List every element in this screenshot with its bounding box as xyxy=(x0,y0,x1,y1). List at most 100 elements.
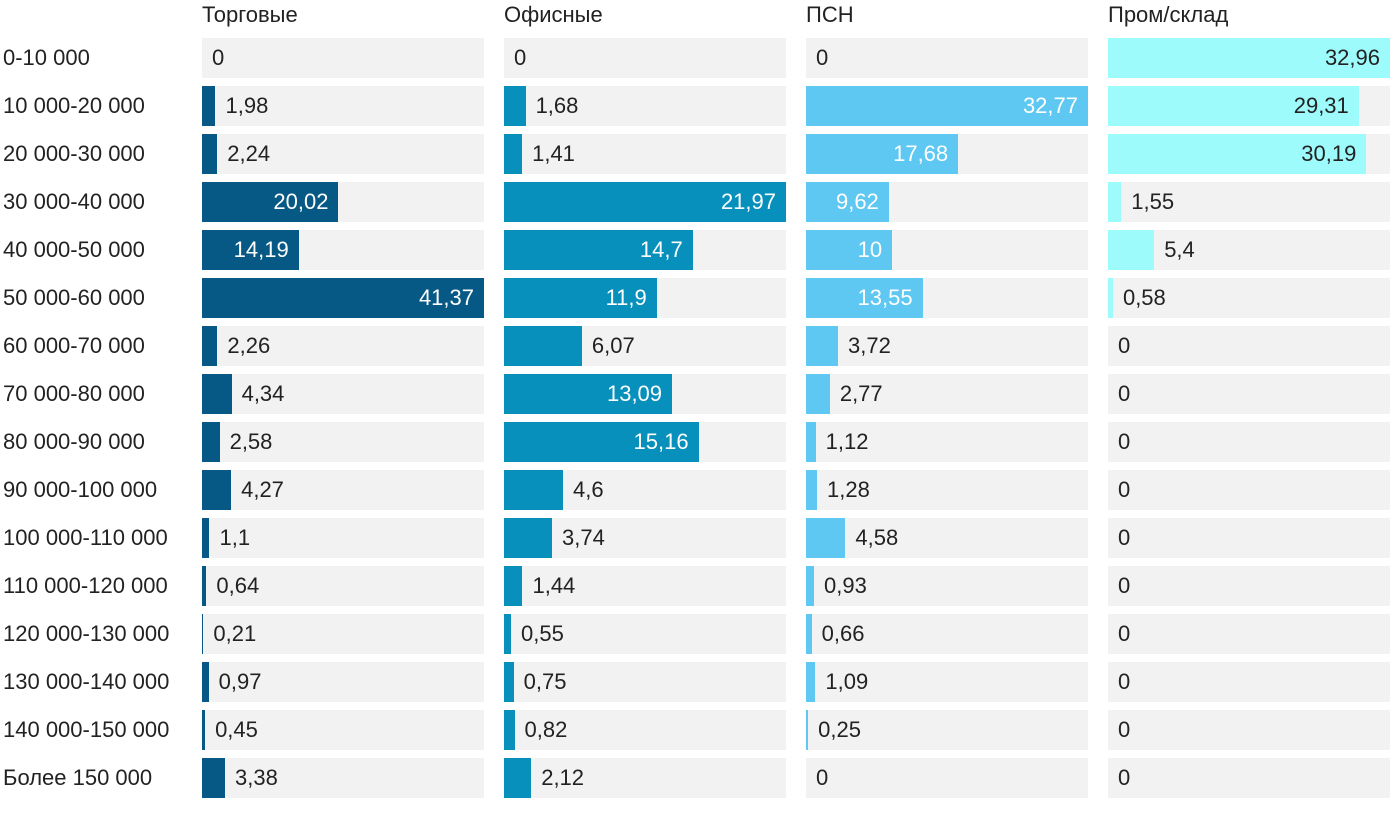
data-label: 0 xyxy=(1118,717,1131,742)
data-label: 0,25 xyxy=(818,717,861,742)
data-label: 3,74 xyxy=(562,525,605,550)
row-label: 50 000-60 000 xyxy=(3,285,145,310)
data-label: 32,96 xyxy=(1324,45,1380,70)
data-label: 6,07 xyxy=(591,333,635,358)
column-header: Офисные xyxy=(504,2,603,27)
data-label: 1,55 xyxy=(1131,189,1175,214)
data-label: 0,21 xyxy=(213,621,257,646)
data-label: 1,28 xyxy=(827,477,870,502)
data-label: 14,19 xyxy=(233,237,289,262)
data-label: 0 xyxy=(1118,573,1131,598)
bar xyxy=(202,710,206,750)
bar-track: 0 xyxy=(1108,614,1390,654)
data-label: 0,82 xyxy=(524,717,568,742)
bar-track: 15,16 xyxy=(504,422,786,462)
column-header: ПСН xyxy=(806,2,854,27)
bar xyxy=(202,134,218,174)
data-label: 2,24 xyxy=(227,141,271,166)
data-label: 0 xyxy=(1118,525,1131,550)
bar-track: 3,72 xyxy=(806,326,1088,366)
data-label: 0 xyxy=(1118,621,1131,646)
data-label: 0 xyxy=(816,765,829,790)
bar xyxy=(504,518,552,558)
row-label: 100 000-110 000 xyxy=(3,525,168,550)
bar-track: 2,58 xyxy=(202,422,484,462)
bar xyxy=(202,566,207,606)
data-label: 30,19 xyxy=(1301,141,1357,166)
bar-track: 0 xyxy=(806,38,1088,78)
bar-track: 11,9 xyxy=(504,278,786,318)
data-label: 4,27 xyxy=(241,477,284,502)
row-label: Более 150 000 xyxy=(3,765,153,790)
bar-track: 0,66 xyxy=(806,614,1088,654)
bar-track: 6,07 xyxy=(504,326,786,366)
data-label: 41,37 xyxy=(418,285,474,310)
row-label: 110 000-120 000 xyxy=(3,573,168,598)
bar xyxy=(504,470,564,510)
bar xyxy=(806,566,814,606)
data-label: 20,02 xyxy=(273,189,329,214)
data-label: 2,12 xyxy=(541,765,585,790)
data-label: 0 xyxy=(514,45,527,70)
data-label: 1,12 xyxy=(825,429,869,454)
bar xyxy=(806,518,846,558)
data-label: 0,97 xyxy=(218,669,262,694)
bar-track: 21,97 xyxy=(504,182,786,222)
bar-track: 0,64 xyxy=(202,566,484,606)
data-label: 0 xyxy=(816,45,829,70)
data-label: 10 xyxy=(857,237,883,262)
bar xyxy=(806,710,809,750)
data-label: 11,9 xyxy=(605,285,647,310)
bar xyxy=(202,614,204,654)
bar-track: 0,25 xyxy=(806,710,1088,750)
bar xyxy=(1108,38,1390,78)
data-label: 4,58 xyxy=(855,525,899,550)
bar xyxy=(1108,86,1359,126)
data-label: 4,34 xyxy=(241,381,285,406)
data-label: 0 xyxy=(1118,429,1131,454)
bar-track: 0,75 xyxy=(504,662,786,702)
bar-track: 0 xyxy=(1108,422,1390,462)
data-label: 2,58 xyxy=(229,429,273,454)
row-label: 80 000-90 000 xyxy=(3,429,145,454)
bar-track: 1,1 xyxy=(202,518,484,558)
bar xyxy=(1108,182,1122,222)
bar xyxy=(504,278,657,318)
data-label: 1,09 xyxy=(825,669,869,694)
bar-track: 3,74 xyxy=(504,518,786,558)
bar xyxy=(202,326,218,366)
bar xyxy=(806,326,838,366)
bar xyxy=(806,662,816,702)
bar xyxy=(806,422,816,462)
bar xyxy=(504,86,526,126)
data-label: 5,4 xyxy=(1164,237,1195,262)
bar xyxy=(504,710,515,750)
bar-track: 5,4 xyxy=(1108,230,1390,270)
bar xyxy=(202,278,484,318)
data-label: 9,62 xyxy=(835,189,879,214)
row-label: 40 000-50 000 xyxy=(3,237,145,262)
data-label: 0 xyxy=(1118,765,1131,790)
bar xyxy=(202,230,299,270)
bar xyxy=(202,662,209,702)
bar xyxy=(504,566,523,606)
bar-track: 14,19 xyxy=(202,230,484,270)
bar-track: 0,82 xyxy=(504,710,786,750)
bar xyxy=(504,662,514,702)
bar-track: 0 xyxy=(1108,566,1390,606)
bar-track: 3,38 xyxy=(202,758,484,798)
data-label: 0 xyxy=(212,45,225,70)
bar xyxy=(202,374,232,414)
bar-track: 1,12 xyxy=(806,422,1088,462)
bar xyxy=(202,470,232,510)
bar xyxy=(1108,134,1367,174)
bar-track: 1,41 xyxy=(504,134,786,174)
bar-track: 0 xyxy=(1108,518,1390,558)
bar xyxy=(202,86,216,126)
row-label: 20 000-30 000 xyxy=(3,141,145,166)
data-label: 13,55 xyxy=(857,285,913,310)
data-label: 15,16 xyxy=(633,429,689,454)
data-label: 2,77 xyxy=(839,381,883,406)
bar-track: 9,62 xyxy=(806,182,1088,222)
column-header: Пром/склад xyxy=(1108,2,1229,27)
